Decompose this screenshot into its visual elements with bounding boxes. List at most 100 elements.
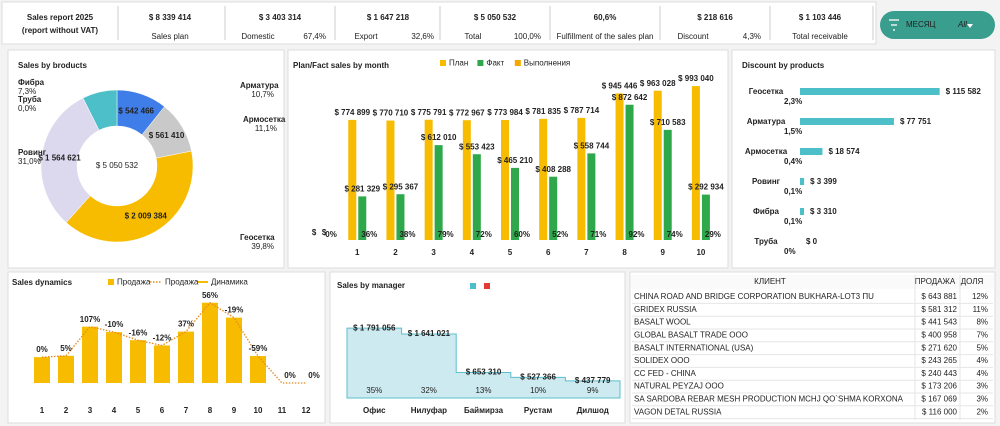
pie-slice [82,89,118,131]
dynamics-label: -12% [153,334,172,343]
kpi-label: Fulfillment of the sales plan [557,32,654,41]
value-label: $ 653 310 [466,368,502,377]
client-name: CC FED - CHINA [634,369,696,378]
bar-value-label: $ 963 028 [640,79,676,88]
client-name: GRIDEX RUSSIA [634,305,697,314]
report-title: Sales report 2025 [27,13,94,22]
legend-label: Выполнения [524,59,570,68]
x-tick-label: 4 [112,406,117,415]
dynamics-label: 56% [202,291,218,300]
percent-label: 79% [438,230,454,239]
percent-label: 38% [399,230,415,239]
slice-share: 31,0% [18,157,41,166]
client-name: VAGON DETAL RUSSIA [634,407,722,416]
filter-button[interactable] [880,11,995,39]
client-name: GLOBAL BASALT TRADE OOO [634,331,748,340]
share-label: 0% [784,247,796,256]
slice-label: Труба [18,95,42,104]
client-sales: $ 441 543 [921,318,957,327]
slice-share: 11,1% [255,124,277,133]
bar [424,119,433,240]
bar-value-label: $ 770 710 [373,109,409,118]
client-sales: $ 643 881 [921,292,957,301]
bar [800,148,823,155]
slice-share: 10,7% [251,90,274,99]
x-tick-label: 12 [302,406,311,415]
bar [501,120,509,240]
client-share: 8% [976,318,988,327]
center-label: $ 5 050 532 [96,161,139,170]
client-sales: $ 581 312 [921,305,957,314]
percent-label: 92% [629,230,645,239]
bar [800,178,805,185]
legend-label: Продажа [165,278,199,287]
x-tick-label: 5 [508,248,513,257]
slice-label: Армосетка [243,115,286,124]
kpi-value: $ 1 103 446 [799,13,842,22]
x-tick-label: 10 [254,406,263,415]
bar [348,119,357,240]
kpi-pct: 4,3% [743,32,761,41]
kpi-label: Domestic [241,32,274,41]
bar-value-label: $ 292 934 [688,183,724,192]
x-tick-label: 2 [64,406,69,415]
y-tick-label: Фибра [753,207,780,216]
pie-slice [40,97,100,223]
legend-swatch [514,60,521,66]
y-tick-label: Армосетка [745,147,788,156]
bar-value-label: $ 775 791 [411,108,447,117]
share-label: 35% [366,386,382,395]
y-tick-label: Геосетка [749,87,784,96]
percent-label: 74% [667,230,683,239]
dynamics-label: 107% [80,315,100,324]
client-name: NATURAL PEYZAJ OOO [634,382,724,391]
y-tick-label: Арматура [747,117,786,126]
value-label: $ 437 779 [575,376,611,385]
kpi-label: Sales plan [151,32,188,41]
kpi-value: $ 3 403 314 [259,13,302,22]
bar [539,118,548,240]
client-share: 4% [976,356,988,365]
kpi-value: $ 8 339 414 [149,13,192,22]
bar [511,167,519,240]
bar [800,208,804,215]
value-label: $ 1 641 021 [408,329,451,338]
x-tick-label: 6 [160,406,165,415]
dynamics-label: -59% [249,344,268,353]
bar-value-label: $ [322,228,327,237]
x-tick-label: 8 [622,248,627,257]
x-tick-label: 3 [431,248,436,257]
bar [82,326,98,383]
bar-value-label: $ 945 446 [602,82,638,91]
dynamics-label: 0% [36,345,48,354]
bar [549,176,558,240]
chart-title: Sales dynamics [12,278,73,287]
slice-label: Геосетка [240,233,275,242]
table-header-bg [631,275,994,289]
bar [154,345,170,383]
x-tick-label: 9 [232,406,237,415]
x-tick-label: 11 [278,406,287,415]
kpi-label: Export [354,32,378,41]
dynamics-label: 37% [178,320,194,329]
bar-value-label: $ 612 010 [421,133,457,142]
y-tick-label: Труба [754,237,778,246]
dynamics-label: 5% [60,344,72,353]
percent-label: 0% [325,230,337,239]
client-sales: $ 271 620 [921,343,957,352]
share-label: 10% [530,386,546,395]
kpi-label: Total receivable [792,32,848,41]
bar-value-label: $ 772 967 [449,108,485,117]
table-header: ПРОДАЖА [915,277,956,286]
chart-title: Plan/Fact sales by month [293,61,389,70]
percent-label: 29% [705,230,721,239]
percent-label: 36% [361,230,377,239]
x-tick-label: Баймирза [464,406,504,415]
bar [58,355,74,383]
share-label: 0,4% [784,157,802,166]
slice-label: Арматура [240,81,279,90]
filter-icon [889,19,899,31]
bar [691,86,700,240]
bar [396,194,405,240]
x-tick-label: 7 [584,248,589,257]
